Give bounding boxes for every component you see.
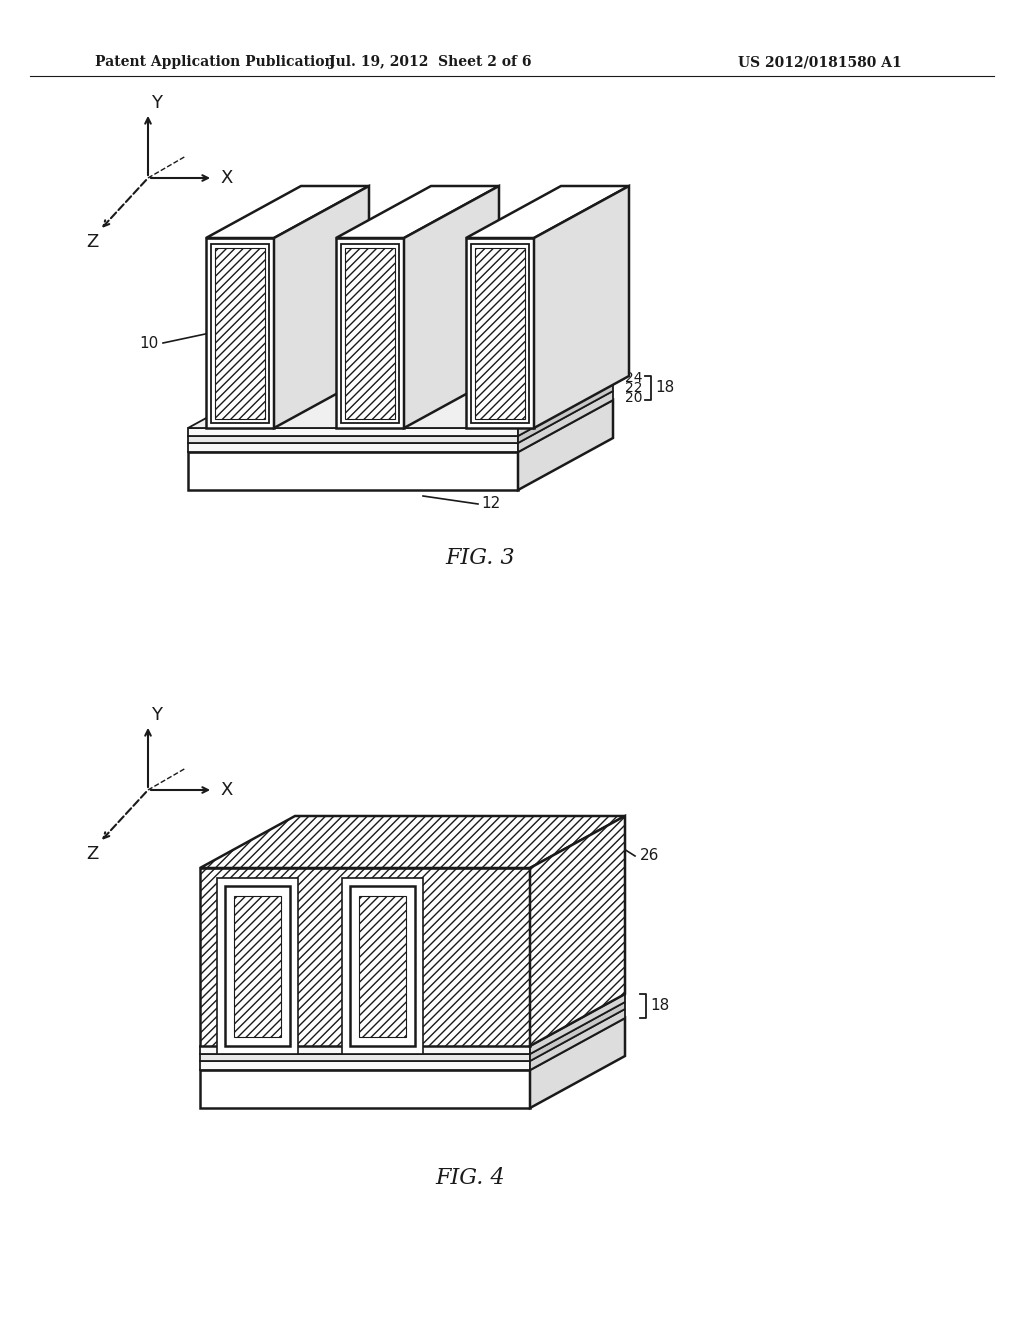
Polygon shape [530,1002,625,1061]
Polygon shape [342,878,423,1053]
Polygon shape [350,886,415,1045]
Polygon shape [225,886,290,1045]
Polygon shape [530,1008,625,1071]
Polygon shape [200,1061,530,1071]
Text: 18: 18 [650,998,670,1014]
Text: FIG. 3: FIG. 3 [445,546,515,569]
Polygon shape [518,384,613,444]
Polygon shape [534,186,629,428]
Polygon shape [466,238,534,428]
Text: 24: 24 [625,371,642,385]
Polygon shape [188,376,613,428]
Polygon shape [336,238,404,428]
Text: Y: Y [151,94,162,112]
Polygon shape [200,816,625,869]
Polygon shape [530,816,625,1045]
Polygon shape [188,400,613,451]
Polygon shape [471,244,529,422]
Text: 12: 12 [481,496,501,511]
Text: Jul. 19, 2012  Sheet 2 of 6: Jul. 19, 2012 Sheet 2 of 6 [329,55,531,69]
Polygon shape [518,400,613,490]
Polygon shape [188,436,518,444]
Polygon shape [274,186,369,428]
Polygon shape [475,248,525,418]
Text: X: X [220,781,232,799]
Text: 22: 22 [625,380,642,395]
Polygon shape [518,376,613,436]
Text: X: X [220,169,232,187]
Polygon shape [217,878,298,1053]
Polygon shape [336,186,499,238]
Polygon shape [211,244,269,422]
Text: Z: Z [86,234,98,251]
Polygon shape [404,186,499,428]
Text: US 2012/0181580 A1: US 2012/0181580 A1 [738,55,902,69]
Polygon shape [200,1053,530,1061]
Text: Z: Z [86,845,98,863]
Polygon shape [200,1071,530,1107]
Polygon shape [200,1045,530,1053]
Polygon shape [234,896,281,1038]
Text: 26: 26 [640,849,659,863]
Text: Patent Application Publication: Patent Application Publication [95,55,335,69]
Text: 20: 20 [625,391,642,404]
Polygon shape [188,451,518,490]
Polygon shape [530,1018,625,1107]
Text: Y: Y [151,706,162,723]
Text: FIG. 4: FIG. 4 [435,1167,505,1189]
Polygon shape [215,248,265,418]
Polygon shape [345,248,395,418]
Text: 18: 18 [655,380,674,396]
Polygon shape [188,428,518,436]
Text: 10: 10 [139,335,159,351]
Polygon shape [206,238,274,428]
Polygon shape [200,1018,625,1071]
Polygon shape [518,391,613,451]
Polygon shape [359,896,406,1038]
Polygon shape [466,186,629,238]
Polygon shape [188,444,518,451]
Polygon shape [200,869,530,1045]
Polygon shape [530,994,625,1053]
Polygon shape [341,244,399,422]
Polygon shape [206,186,369,238]
